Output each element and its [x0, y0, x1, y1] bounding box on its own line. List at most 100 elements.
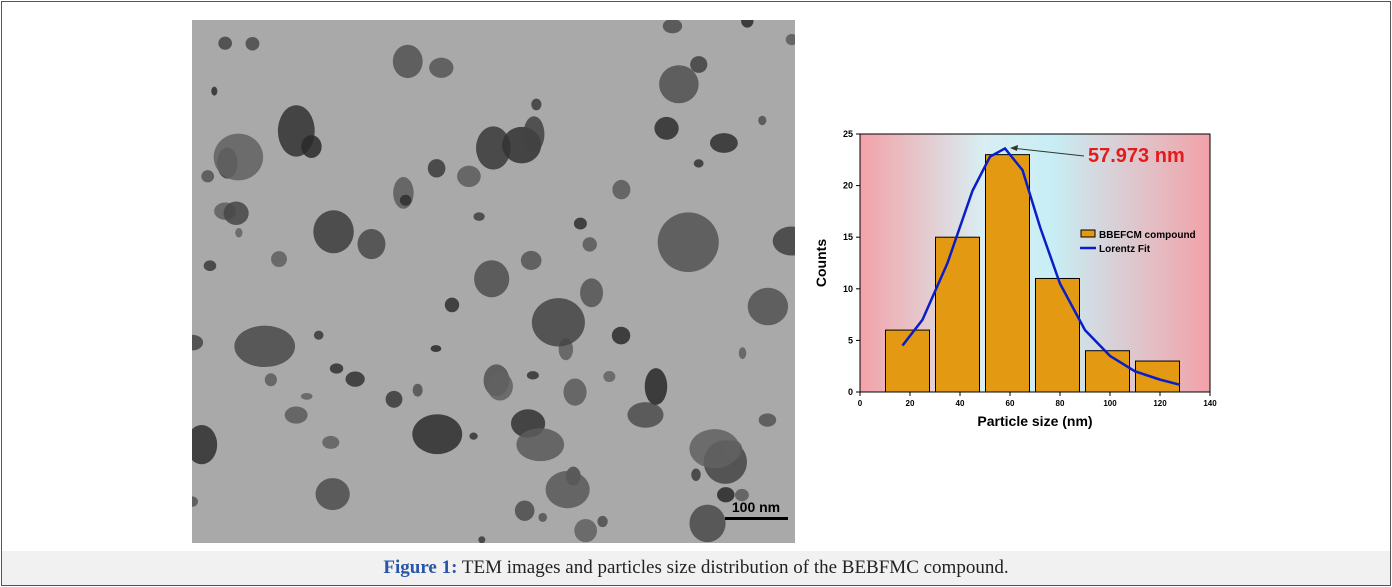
particle	[531, 99, 541, 111]
tem-image	[183, 14, 810, 543]
particle	[214, 134, 263, 181]
particle	[532, 298, 585, 346]
particle	[690, 56, 707, 73]
particle	[527, 371, 539, 379]
particle	[386, 391, 403, 408]
particle	[431, 345, 442, 352]
y-axis-label: Counts	[813, 239, 829, 287]
x-axis-label: Particle size (nm)	[977, 413, 1092, 429]
particle	[739, 347, 746, 359]
particle	[645, 368, 667, 405]
y-tick-label: 10	[843, 284, 853, 294]
x-tick-label: 80	[1056, 399, 1065, 408]
particle	[469, 433, 477, 440]
particle	[301, 135, 321, 158]
y-tick-label: 5	[848, 335, 853, 345]
caption-label: Figure 1:	[383, 557, 457, 578]
particle	[316, 478, 350, 510]
particle	[597, 516, 607, 527]
particle	[654, 117, 678, 140]
particle	[265, 373, 277, 386]
particle	[285, 406, 308, 423]
particle	[186, 496, 198, 506]
legend-label: Lorentz Fit	[1099, 244, 1151, 255]
particle	[428, 159, 446, 177]
particle	[412, 414, 462, 454]
particle	[330, 363, 343, 373]
particle	[516, 428, 564, 461]
particle	[689, 429, 739, 468]
scale-bar	[725, 517, 788, 520]
particle	[271, 251, 287, 267]
particle	[786, 34, 798, 45]
particle	[574, 218, 587, 230]
particle	[515, 501, 535, 521]
particle	[246, 37, 260, 51]
particle	[313, 210, 353, 253]
particle	[546, 471, 590, 508]
particle	[627, 402, 663, 428]
y-tick-label: 25	[843, 129, 853, 139]
particle	[758, 116, 766, 125]
x-tick-label: 140	[1203, 399, 1217, 408]
x-tick-label: 0	[858, 399, 863, 408]
bar	[1086, 351, 1130, 392]
particle	[478, 536, 485, 543]
particle	[603, 371, 615, 382]
bar	[1036, 278, 1080, 392]
particle	[474, 260, 509, 297]
caption: Figure 1: TEM images and particles size …	[1, 551, 1391, 586]
particle	[694, 159, 704, 167]
particle	[234, 326, 295, 367]
bar	[936, 237, 980, 392]
bar	[1136, 361, 1180, 392]
particle	[658, 212, 719, 272]
particle	[301, 393, 313, 400]
particle	[612, 327, 630, 345]
particle	[314, 331, 324, 340]
particle	[538, 513, 547, 522]
x-tick-label: 120	[1153, 399, 1167, 408]
particle	[218, 37, 232, 50]
particle	[204, 260, 217, 271]
particle	[710, 133, 738, 153]
particle	[445, 298, 459, 313]
particle	[663, 19, 682, 34]
particle	[487, 372, 513, 400]
legend-label: BBEFCM compound	[1099, 230, 1196, 241]
particle	[563, 378, 586, 405]
particle	[393, 45, 423, 78]
particle	[748, 288, 788, 326]
particle	[413, 384, 423, 397]
particle	[473, 212, 484, 221]
particle	[574, 519, 597, 542]
y-tick-label: 20	[843, 181, 853, 191]
scale-bar-label: 100 nm	[732, 499, 780, 515]
particle	[346, 371, 365, 386]
particle	[357, 229, 385, 259]
particle	[322, 436, 339, 449]
particle	[457, 166, 481, 187]
particle	[659, 65, 699, 103]
particle	[400, 195, 411, 206]
y-tick-label: 0	[848, 387, 853, 397]
particle	[612, 180, 630, 200]
particle	[523, 116, 544, 152]
particle	[235, 228, 242, 237]
particle	[759, 413, 777, 426]
particle	[186, 425, 217, 464]
x-tick-label: 60	[1006, 399, 1015, 408]
caption-text: TEM images and particles size distributi…	[462, 557, 1009, 578]
particle	[689, 505, 725, 543]
particle	[224, 201, 249, 224]
y-tick-label: 15	[843, 232, 853, 242]
particle	[183, 335, 203, 350]
particle	[583, 237, 597, 251]
x-tick-label: 40	[956, 399, 965, 408]
x-tick-label: 20	[906, 399, 915, 408]
bar	[986, 155, 1030, 392]
particle	[201, 170, 214, 182]
particle	[429, 58, 453, 78]
particle	[741, 14, 753, 28]
